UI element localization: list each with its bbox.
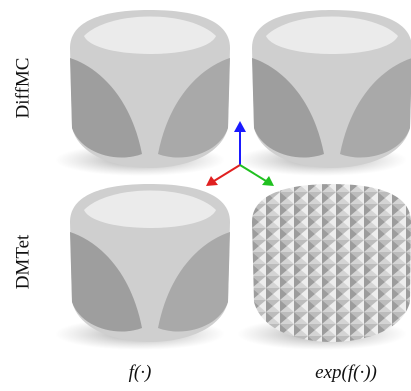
row-label: DMTet (12, 234, 33, 289)
render-dmtet-f (55, 184, 230, 350)
render-diffmc-exp (237, 10, 411, 176)
column-label: f(·) (129, 362, 152, 383)
row-label: DiffMC (12, 58, 33, 119)
render-diffmc-f (55, 10, 230, 176)
render-dmtet-exp (237, 184, 411, 350)
figure: DiffMC DMTet f(·) exp(f(·)) (0, 0, 411, 391)
column-label: exp(f(·)) (315, 362, 377, 383)
